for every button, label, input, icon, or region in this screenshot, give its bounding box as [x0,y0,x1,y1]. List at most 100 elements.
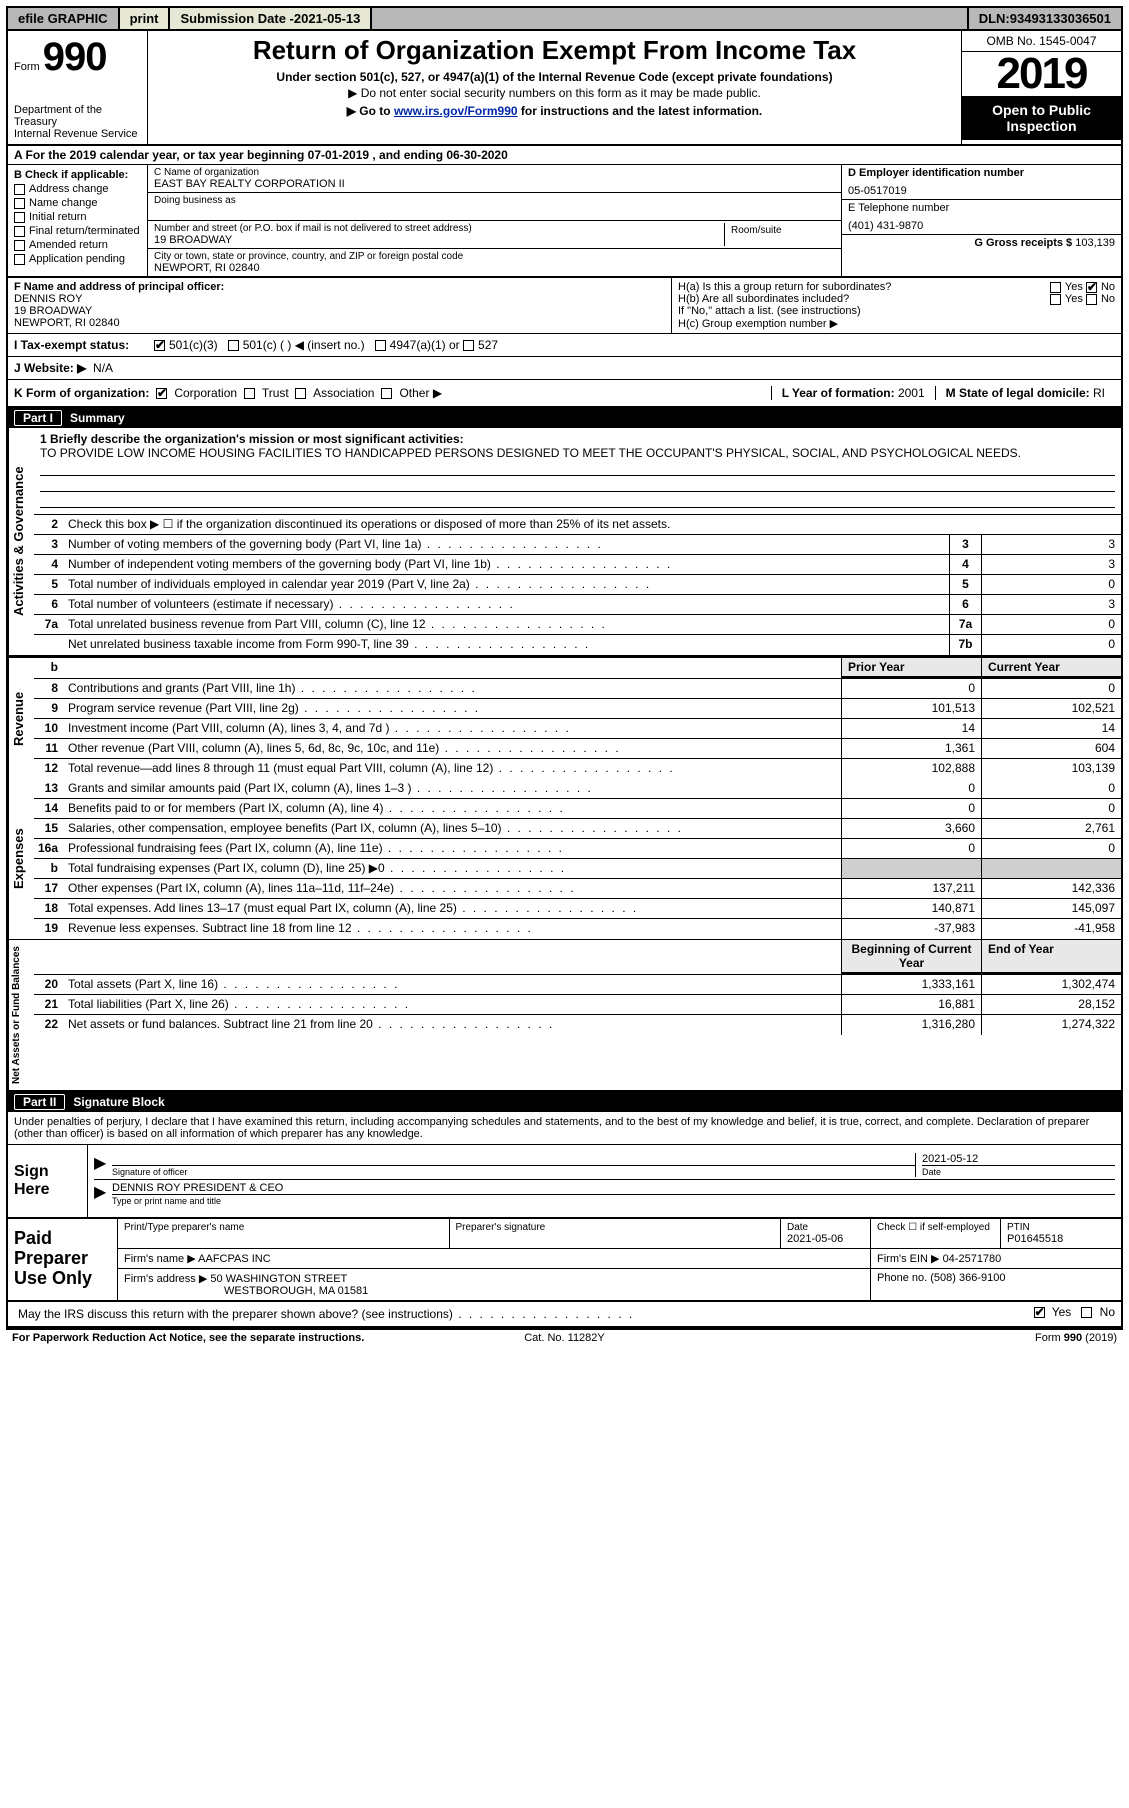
table-row: bTotal fundraising expenses (Part IX, co… [34,859,1121,879]
form-number: 990 [43,35,107,79]
hc-label: H(c) Group exemption number ▶ [678,317,1115,330]
f-label: F Name and address of principal officer: [14,281,665,293]
line2-text: Check this box ▶ ☐ if the organization d… [64,515,1121,534]
table-row: 11Other revenue (Part VIII, column (A), … [34,739,1121,759]
form-note-ssn: ▶ Do not enter social security numbers o… [156,86,953,100]
part1-header: Part ISummary [8,408,1121,428]
chk-trust[interactable] [244,388,255,399]
firm-addr1: 50 WASHINGTON STREET [210,1273,347,1285]
col-prior-year: Prior Year [841,658,981,678]
check-self-employed[interactable]: Check ☐ if self-employed [877,1222,994,1233]
line1-label: 1 Briefly describe the organization's mi… [40,432,1115,446]
open-to-public: Open to Public Inspection [962,96,1121,140]
firm-ein: 04-2571780 [943,1253,1002,1265]
chk-association[interactable] [295,388,306,399]
paperwork-notice: For Paperwork Reduction Act Notice, see … [12,1332,380,1344]
dln: DLN: 93493133036501 [967,8,1121,29]
table-row: 10Investment income (Part VIII, column (… [34,719,1121,739]
firm-addr2: WESTBOROUGH, MA 01581 [224,1285,368,1297]
officer-printed-name: DENNIS ROY PRESIDENT & CEO [112,1182,1115,1194]
ptin-label: PTIN [1007,1222,1115,1233]
col-eoy: End of Year [981,940,1121,974]
row-j-website: J Website: ▶ N/A [8,357,1121,380]
table-row: 7aTotal unrelated business revenue from … [34,615,1121,635]
org-name: EAST BAY REALTY CORPORATION II [154,178,835,190]
table-row: 14Benefits paid to or for members (Part … [34,799,1121,819]
table-row: Net unrelated business taxable income fr… [34,635,1121,655]
gross-receipts: 103,139 [1075,237,1115,249]
row-fh: F Name and address of principal officer:… [8,278,1121,334]
chk-501c[interactable] [228,340,239,351]
chk-application-pending[interactable]: Application pending [14,253,141,265]
type-name-label: Type or print name and title [112,1194,1115,1206]
chk-name-change[interactable]: Name change [14,197,141,209]
prep-name-label: Print/Type preparer's name [124,1222,443,1233]
part2-title: Signature Block [73,1095,164,1109]
header-right: OMB No. 1545-0047 2019 Open to Public In… [961,31,1121,144]
d-ein-label: D Employer identification number [848,167,1115,179]
sidelabel-net: Net Assets or Fund Balances [8,940,34,1090]
perjury-declaration: Under penalties of perjury, I declare th… [8,1112,1121,1145]
table-row: 18Total expenses. Add lines 13–17 (must … [34,899,1121,919]
cat-number: Cat. No. 11282Y [380,1332,748,1344]
firm-addr-label: Firm's address ▶ [124,1273,210,1285]
k-label: K Form of organization: [14,386,149,400]
arrow-icon: ▶ [94,1153,112,1177]
col-de: D Employer identification number 05-0517… [841,165,1121,276]
officer-addr1: 19 BROADWAY [14,305,665,317]
top-bar: efile GRAPHIC print Submission Date - 20… [6,6,1123,31]
firm-phone-label: Phone no. [877,1272,930,1284]
sig-officer-label: Signature of officer [112,1165,915,1177]
chk-other[interactable] [381,388,392,399]
col-boy: Beginning of Current Year [841,940,981,974]
chk-final-return[interactable]: Final return/terminated [14,225,141,237]
ptin-value: P01645518 [1007,1233,1115,1245]
table-row: 4Number of independent voting members of… [34,555,1121,575]
room-label: Room/suite [731,225,829,236]
part1-title: Summary [70,411,125,425]
chk-4947[interactable] [375,340,386,351]
e-phone-label: E Telephone number [848,202,1115,214]
l-year-formation: L Year of formation: 2001 [771,386,935,400]
sidelabel-rev: Revenue [8,658,34,779]
g-gross-label: G Gross receipts $ [974,237,1075,249]
hb-note: If "No," attach a list. (see instruction… [678,305,1115,317]
table-row: 22Net assets or fund balances. Subtract … [34,1015,1121,1035]
chk-address-change[interactable]: Address change [14,183,141,195]
table-row: 8Contributions and grants (Part VIII, li… [34,679,1121,699]
form-title: Return of Organization Exempt From Incom… [156,35,953,66]
mission-text: TO PROVIDE LOW INCOME HOUSING FACILITIES… [40,446,1115,460]
sign-here-block: Sign Here ▶ Signature of officer 2021-05… [8,1145,1121,1219]
chk-501c3[interactable] [154,340,165,351]
sidelabel-ag: Activities & Governance [8,428,34,655]
form-version: Form 990 (2019) [749,1332,1117,1344]
m-state-domicile: M State of legal domicile: RI [935,386,1115,400]
tax-year: 2019 [962,52,1121,96]
table-row: 3Number of voting members of the governi… [34,535,1121,555]
header-left: Form 990 Department of the Treasury Inte… [8,31,148,144]
print-button[interactable]: print [120,8,171,29]
city-state-zip: NEWPORT, RI 02840 [154,262,835,274]
table-row: 13Grants and similar amounts paid (Part … [34,779,1121,799]
table-row: 21Total liabilities (Part X, line 26)16,… [34,995,1121,1015]
ein-value: 05-0517019 [848,185,1115,197]
chk-initial-return[interactable]: Initial return [14,211,141,223]
submission-date[interactable]: Submission Date - 2021-05-13 [170,8,372,29]
principal-officer: F Name and address of principal officer:… [8,278,671,333]
irs-link[interactable]: www.irs.gov/Form990 [394,104,518,118]
officer-name: DENNIS ROY [14,293,665,305]
sign-here-label: Sign Here [8,1145,88,1217]
j-label: J Website: ▶ [14,361,86,375]
sig-date-label: Date [922,1165,1115,1177]
i-label: I Tax-exempt status: [14,338,154,352]
table-row: 9Program service revenue (Part VIII, lin… [34,699,1121,719]
paid-preparer-label: Paid Preparer Use Only [8,1219,118,1300]
chk-527[interactable] [463,340,474,351]
prep-date-value: 2021-05-06 [787,1233,864,1245]
chk-corporation[interactable] [156,388,167,399]
firm-name: AAFCPAS INC [198,1253,271,1265]
dba-label: Doing business as [154,195,835,206]
chk-amended-return[interactable]: Amended return [14,239,141,251]
table-row: 16aProfessional fundraising fees (Part I… [34,839,1121,859]
efile-label: efile GRAPHIC [8,8,120,29]
